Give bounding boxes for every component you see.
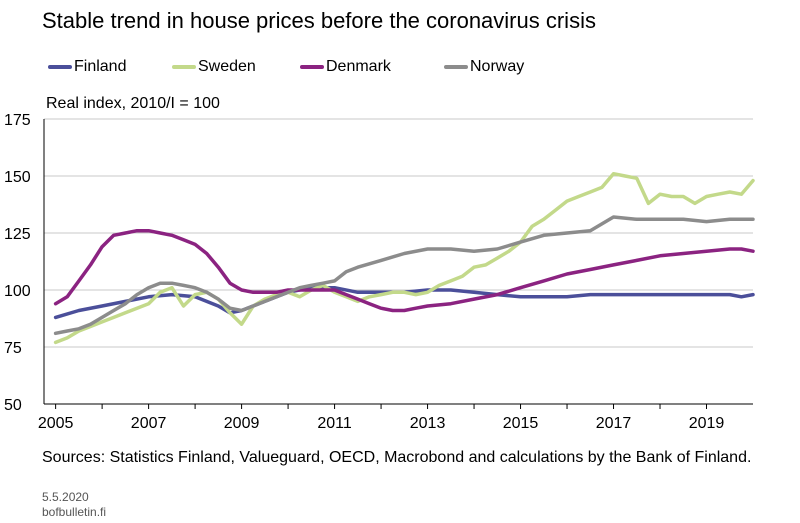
y-tick-label: 100: [4, 283, 31, 300]
x-tick-label: 2005: [38, 415, 74, 432]
series-line-denmark: [56, 231, 753, 311]
tick-labels: 50 75 100 125 150 175 2005 2007 2009 2011 2013 2015…: [4, 112, 724, 432]
x-tick-label: 2013: [410, 415, 446, 432]
y-tick-label: 50: [4, 397, 22, 414]
publication-date: 5.5.2020: [42, 490, 89, 504]
y-tick-label: 125: [4, 226, 31, 243]
x-tick-label: 2015: [503, 415, 539, 432]
y-tick-label: 75: [4, 340, 22, 357]
x-tick-label: 2007: [131, 415, 167, 432]
y-tick-label: 175: [4, 112, 31, 129]
axes: [44, 119, 753, 409]
series-lines: [56, 174, 753, 343]
x-tick-label: 2009: [224, 415, 260, 432]
source-note: Sources: Statistics Finland, Valueguard,…: [42, 448, 782, 468]
gridlines: [44, 119, 753, 404]
x-tick-label: 2011: [317, 415, 352, 432]
y-tick-label: 150: [4, 169, 31, 186]
x-tick-label: 2017: [596, 415, 632, 432]
site-name: bofbulletin.fi: [42, 505, 106, 519]
x-tick-label: 2019: [689, 415, 725, 432]
